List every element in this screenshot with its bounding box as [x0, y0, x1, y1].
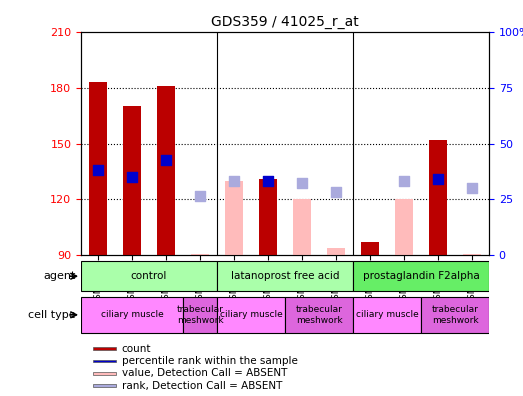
Bar	[353, 297, 421, 333]
Bar	[191, 253, 209, 255]
Bar	[183, 297, 217, 333]
Bar	[395, 200, 413, 255]
Bar	[293, 200, 311, 255]
Text: latanoprost free acid: latanoprost free acid	[231, 271, 339, 281]
Point	[332, 189, 340, 195]
Bar	[93, 347, 116, 350]
Point	[264, 178, 272, 184]
Bar	[429, 140, 447, 255]
Bar	[285, 297, 353, 333]
Bar	[93, 385, 116, 387]
Text: rank, Detection Call = ABSENT: rank, Detection Call = ABSENT	[122, 381, 282, 391]
Bar	[217, 297, 285, 333]
Point	[468, 185, 476, 192]
Bar	[93, 372, 116, 375]
Text: percentile rank within the sample: percentile rank within the sample	[122, 356, 298, 366]
Point	[162, 157, 170, 164]
Bar	[259, 179, 277, 255]
Text: value, Detection Call = ABSENT: value, Detection Call = ABSENT	[122, 368, 287, 379]
Text: agent: agent	[43, 271, 76, 281]
Bar	[123, 106, 141, 255]
Text: ciliary muscle: ciliary muscle	[220, 310, 282, 319]
Title: GDS359 / 41025_r_at: GDS359 / 41025_r_at	[211, 15, 359, 29]
Bar	[81, 261, 217, 291]
Bar	[353, 261, 489, 291]
Bar	[225, 181, 243, 255]
Text: ciliary muscle: ciliary muscle	[101, 310, 163, 319]
Point	[400, 178, 408, 184]
Point	[434, 176, 442, 182]
Point	[196, 192, 204, 199]
Text: control: control	[131, 271, 167, 281]
Bar	[421, 297, 489, 333]
Text: trabecular
meshwork: trabecular meshwork	[177, 305, 223, 324]
Text: trabecular
meshwork: trabecular meshwork	[295, 305, 343, 324]
Point	[94, 166, 103, 173]
Text: ciliary muscle: ciliary muscle	[356, 310, 418, 319]
Text: cell type: cell type	[28, 310, 76, 320]
Bar	[157, 86, 175, 255]
Bar	[89, 82, 107, 255]
Point	[128, 174, 136, 180]
Bar	[463, 253, 481, 255]
Point	[230, 178, 238, 184]
Bar	[93, 360, 116, 362]
Bar	[327, 248, 345, 255]
Text: prostaglandin F2alpha: prostaglandin F2alpha	[362, 271, 480, 281]
Bar	[217, 261, 353, 291]
Point	[298, 179, 306, 186]
Text: count: count	[122, 344, 151, 354]
Text: trabecular
meshwork: trabecular meshwork	[431, 305, 479, 324]
Bar	[361, 242, 379, 255]
Bar	[81, 297, 183, 333]
